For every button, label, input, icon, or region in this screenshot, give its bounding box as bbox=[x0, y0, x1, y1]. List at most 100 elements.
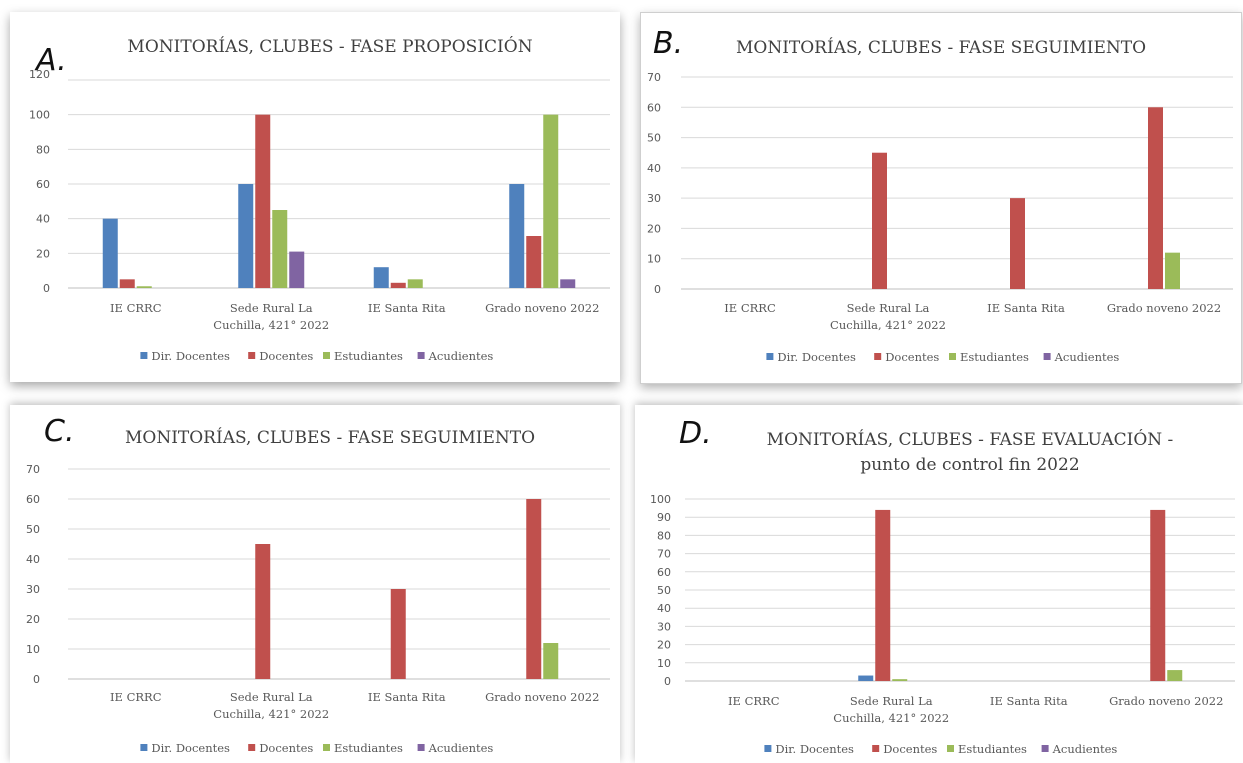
bar-estudiantes-3 bbox=[407, 279, 423, 288]
bar-dir-docentes-4 bbox=[509, 184, 525, 288]
y-tick-label: 0 bbox=[654, 283, 661, 296]
y-tick-label: 20 bbox=[657, 639, 671, 652]
y-tick-label: 60 bbox=[647, 101, 661, 114]
category-label: Cuchilla, 421° 2022 bbox=[213, 707, 329, 721]
y-tick-label: 70 bbox=[26, 463, 40, 476]
bar-estudiantes-4 bbox=[543, 114, 559, 289]
category-label: IE Santa Rita bbox=[368, 301, 446, 315]
chart-panel-b: B. MONITORÍAS, CLUBES - FASE SEGUIMIENTO 0… bbox=[640, 12, 1242, 384]
y-tick-label: 20 bbox=[26, 613, 40, 626]
chart-panel-c: C. MONITORÍAS, CLUBES - FASE SEGUIMIENTO 0… bbox=[10, 405, 620, 763]
bar-docentes-3 bbox=[1010, 198, 1025, 289]
y-tick-label: 60 bbox=[657, 566, 671, 579]
y-tick-label: 100 bbox=[29, 109, 50, 122]
chart-panel-d: D. MONITORÍAS, CLUBES - FASE EVALUACIÓN -… bbox=[635, 405, 1243, 763]
legend-label: Dir. Docentes bbox=[777, 350, 856, 364]
category-label: IE CRRC bbox=[728, 694, 780, 708]
bar-docentes-2 bbox=[872, 152, 887, 289]
category-label: Sede Rural La bbox=[847, 301, 930, 315]
legend-swatch bbox=[764, 745, 772, 752]
legend-swatch bbox=[872, 745, 880, 752]
bar-docentes-3 bbox=[390, 282, 406, 288]
y-tick-label: 10 bbox=[657, 657, 671, 670]
legend-swatch bbox=[1043, 353, 1051, 360]
bar-acudientes-2 bbox=[289, 251, 305, 288]
y-tick-label: 20 bbox=[36, 247, 50, 260]
category-label: Grado noveno 2022 bbox=[1109, 694, 1223, 708]
y-tick-label: 30 bbox=[657, 620, 671, 633]
legend-swatch bbox=[874, 353, 882, 360]
bar-dir-docentes-2 bbox=[858, 675, 874, 681]
y-tick-label: 20 bbox=[647, 222, 661, 235]
y-tick-label: 50 bbox=[647, 132, 661, 145]
category-label: IE CRRC bbox=[110, 690, 162, 704]
bar-docentes-1 bbox=[119, 279, 135, 288]
legend-label: Estudiantes bbox=[334, 349, 403, 363]
bar-docentes-4 bbox=[526, 236, 542, 288]
y-tick-label: 10 bbox=[26, 643, 40, 656]
legend-swatch bbox=[1041, 745, 1049, 752]
bar-docentes-2 bbox=[255, 544, 271, 679]
y-tick-label: 50 bbox=[657, 584, 671, 597]
bar-dir-docentes-3 bbox=[373, 267, 389, 288]
y-tick-label: 70 bbox=[647, 71, 661, 84]
y-tick-label: 120 bbox=[29, 68, 50, 81]
category-label: Sede Rural La bbox=[230, 690, 313, 704]
bar-dir-docentes-2 bbox=[238, 184, 254, 288]
y-tick-label: 100 bbox=[650, 493, 671, 506]
category-label: IE Santa Rita bbox=[987, 301, 1065, 315]
bar-estudiantes-1 bbox=[136, 286, 152, 288]
legend-swatch bbox=[947, 745, 954, 752]
y-tick-label: 50 bbox=[26, 523, 40, 536]
legend-label: Estudiantes bbox=[960, 350, 1029, 364]
legend-label: Dir. Docentes bbox=[151, 741, 230, 755]
legend-label: Docentes bbox=[883, 742, 937, 756]
y-tick-label: 80 bbox=[36, 143, 50, 156]
y-tick-label: 10 bbox=[647, 253, 661, 266]
panel-letter: B. bbox=[653, 26, 683, 61]
panel-letter: D. bbox=[679, 416, 712, 451]
bar-estudiantes-2 bbox=[272, 210, 288, 288]
bar-estudiantes-4 bbox=[543, 643, 559, 679]
legend-label: Acudientes bbox=[428, 741, 494, 755]
bar-docentes-2 bbox=[255, 114, 271, 289]
category-label: Cuchilla, 421° 2022 bbox=[830, 318, 946, 332]
bar-dir-docentes-1 bbox=[102, 218, 118, 288]
legend-swatch bbox=[949, 353, 956, 360]
legend-label: Acudientes bbox=[1054, 350, 1120, 364]
legend-swatch bbox=[323, 744, 330, 751]
bar-docentes-3 bbox=[390, 589, 406, 679]
bar-estudiantes-4 bbox=[1167, 670, 1183, 681]
y-tick-label: 0 bbox=[33, 673, 40, 686]
chart-title: MONITORÍAS, CLUBES - FASE EVALUACIÓN - bbox=[767, 429, 1174, 450]
legend-swatch bbox=[140, 744, 148, 751]
y-tick-label: 0 bbox=[43, 282, 50, 295]
chart-svg: C. MONITORÍAS, CLUBES - FASE SEGUIMIENTO 0… bbox=[26, 414, 610, 755]
legend-swatch bbox=[766, 353, 774, 360]
legend-swatch bbox=[323, 352, 330, 359]
y-tick-label: 30 bbox=[26, 583, 40, 596]
chart-svg: A. MONITORÍAS, CLUBES - FASE PROPOSICIÓN 0… bbox=[29, 36, 610, 363]
chart-title: MONITORÍAS, CLUBES - FASE SEGUIMIENTO bbox=[736, 37, 1146, 58]
bar-docentes-4 bbox=[526, 499, 542, 679]
chart-svg: B. MONITORÍAS, CLUBES - FASE SEGUIMIENTO 0… bbox=[647, 26, 1233, 364]
chart-title: MONITORÍAS, CLUBES - FASE SEGUIMIENTO bbox=[125, 427, 535, 448]
y-tick-label: 40 bbox=[36, 213, 50, 226]
y-tick-label: 40 bbox=[647, 162, 661, 175]
bar-docentes-2 bbox=[875, 509, 891, 681]
legend-label: Dir. Docentes bbox=[151, 349, 230, 363]
legend-label: Docentes bbox=[259, 349, 313, 363]
chart-title: MONITORÍAS, CLUBES - FASE PROPOSICIÓN bbox=[127, 36, 532, 57]
legend-label: Estudiantes bbox=[334, 741, 403, 755]
y-tick-label: 60 bbox=[36, 178, 50, 191]
category-label: IE Santa Rita bbox=[990, 694, 1068, 708]
y-tick-label: 40 bbox=[657, 602, 671, 615]
category-label: Cuchilla, 421° 2022 bbox=[213, 318, 329, 332]
category-label: IE CRRC bbox=[724, 301, 776, 315]
legend-swatch bbox=[417, 744, 425, 751]
panel-letter: C. bbox=[44, 414, 74, 449]
y-tick-label: 90 bbox=[657, 511, 671, 524]
bar-acudientes-4 bbox=[560, 279, 576, 288]
legend-swatch bbox=[140, 352, 148, 359]
category-label: Grado noveno 2022 bbox=[485, 301, 599, 315]
